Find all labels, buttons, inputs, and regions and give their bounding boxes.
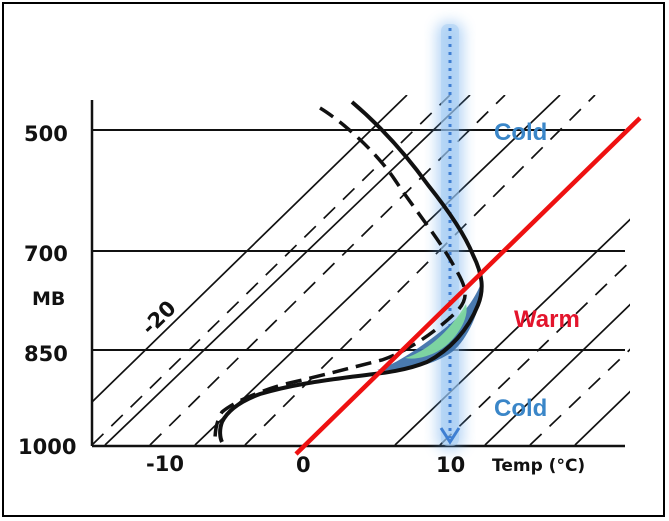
adiabat-dashed-line: [529, 348, 630, 445]
isotherm-line: [104, 95, 471, 445]
pressure-label: 500: [24, 122, 68, 146]
isotherm-line: [91, 95, 408, 403]
column-arrow-head: [439, 427, 461, 445]
temperature-tick-label: 10: [436, 453, 465, 477]
region-label-warm: Warm: [514, 306, 580, 333]
freezing-line: [294, 116, 642, 456]
adiabat-dashed-line: [91, 95, 451, 445]
isotherm-line: [574, 390, 630, 445]
temperature-axis-title: Temp (°C): [492, 456, 585, 476]
melt-core: [405, 304, 467, 359]
pressure-label: 700: [24, 242, 68, 266]
pressure-label: 1000: [18, 435, 76, 459]
pressure-unit-label: MB: [32, 288, 65, 310]
temperature-tick-label: 0: [296, 453, 311, 477]
diagram-frame: [2, 2, 665, 517]
pressure-label: 850: [24, 342, 68, 366]
temperature-curve: [218, 100, 484, 443]
isotherm-line: [484, 303, 630, 445]
region-label-lower-cold: Cold: [494, 395, 547, 422]
temperature-tick-label: -10: [146, 452, 184, 476]
isotherm-line: [394, 218, 630, 445]
dewpoint-curve: [213, 106, 467, 441]
isotherm-label: -20: [137, 296, 181, 340]
adiabat-dashed-line: [439, 260, 630, 445]
region-label-upper-cold: Cold: [494, 119, 547, 146]
melt-region: [377, 286, 481, 371]
adiabat-dashed-line: [244, 95, 596, 445]
isotherm-line: [194, 95, 561, 445]
